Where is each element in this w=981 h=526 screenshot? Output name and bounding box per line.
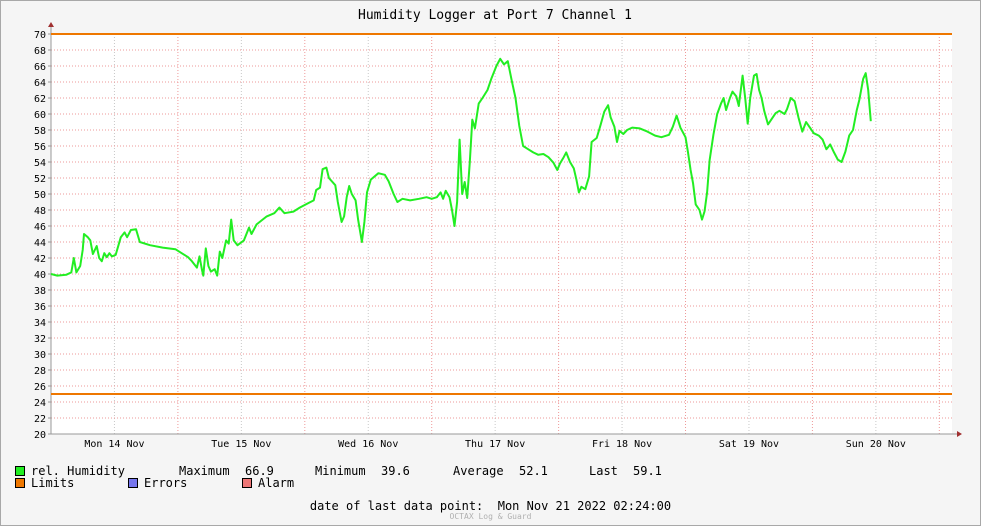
- legend-last-label: Last: [589, 464, 618, 478]
- y-tick-label: 44: [34, 238, 46, 249]
- y-tick-label: 54: [34, 158, 46, 169]
- x-tick-label: Tue 15 Nov: [211, 439, 271, 450]
- x-tick-label: Fri 18 Nov: [592, 439, 652, 450]
- y-tick-label: 58: [34, 126, 46, 137]
- y-tick-label: 22: [34, 414, 46, 425]
- y-tick-label: 46: [34, 222, 46, 233]
- y-axis-arrow: [48, 22, 54, 27]
- legend-avg-label: Average: [453, 464, 504, 478]
- legend-max-label: Maximum: [179, 464, 230, 478]
- series-line-humidity: [50, 57, 872, 277]
- legend-min-label: Minimum: [315, 464, 366, 478]
- legend-errors-label: Errors: [144, 476, 188, 490]
- y-tick-label: 56: [34, 142, 46, 153]
- x-tick-label: Thu 17 Nov: [465, 439, 525, 450]
- legend-row-markers: Limits Errors Alarm: [15, 476, 294, 490]
- y-tick-label: 50: [34, 190, 46, 201]
- y-tick-label: 36: [34, 302, 46, 313]
- watermark: OCTAX Log & Guard: [449, 512, 532, 521]
- plot-area: [51, 34, 952, 434]
- legend-min-value: 39.6: [381, 464, 410, 478]
- limits-swatch: [15, 478, 25, 488]
- y-tick-label: 66: [34, 62, 46, 73]
- legend-max-value: 66.9: [245, 464, 274, 478]
- y-tick-label: 28: [34, 366, 46, 377]
- legend-humidity-label: rel. Humidity: [31, 464, 125, 478]
- y-tick-label: 52: [34, 174, 46, 185]
- y-tick-label: 26: [34, 382, 46, 393]
- legend-last-value: 59.1: [633, 464, 662, 478]
- y-tick-label: 20: [34, 430, 46, 441]
- last-data-point-text: date of last data point: Mon Nov 21 2022…: [309, 499, 672, 513]
- x-tick-label: Sun 20 Nov: [846, 439, 906, 450]
- errors-swatch: [128, 478, 138, 488]
- y-tick-label: 30: [34, 350, 46, 361]
- humidity-swatch: [15, 466, 25, 476]
- y-tick-label: 38: [34, 286, 46, 297]
- chart-title: Humidity Logger at Port 7 Channel 1: [358, 8, 632, 23]
- legend-limits-label: Limits: [31, 476, 75, 490]
- y-tick-label: 34: [34, 318, 46, 329]
- legend-row-stats: rel. Humidity Maximum 66.9 Minimum 39.6 …: [15, 464, 693, 478]
- y-tick-label: 64: [34, 78, 46, 89]
- y-tick-label: 60: [34, 110, 46, 121]
- y-tick-label: 32: [34, 334, 46, 345]
- y-tick-label: 68: [34, 46, 46, 57]
- legend-avg-value: 52.1: [519, 464, 548, 478]
- x-axis-arrow: [957, 431, 962, 437]
- y-tick-label: 70: [34, 30, 46, 41]
- y-tick-label: 24: [34, 398, 46, 409]
- y-tick-label: 48: [34, 206, 46, 217]
- x-tick-label: Mon 14 Nov: [84, 439, 144, 450]
- y-tick-label: 42: [34, 254, 46, 265]
- legend-alarm-label: Alarm: [258, 476, 295, 490]
- alarm-swatch: [242, 478, 252, 488]
- y-tick-label: 40: [34, 270, 46, 281]
- x-tick-label: Sat 19 Nov: [719, 439, 779, 450]
- x-tick-label: Wed 16 Nov: [338, 439, 398, 450]
- y-tick-label: 62: [34, 94, 46, 105]
